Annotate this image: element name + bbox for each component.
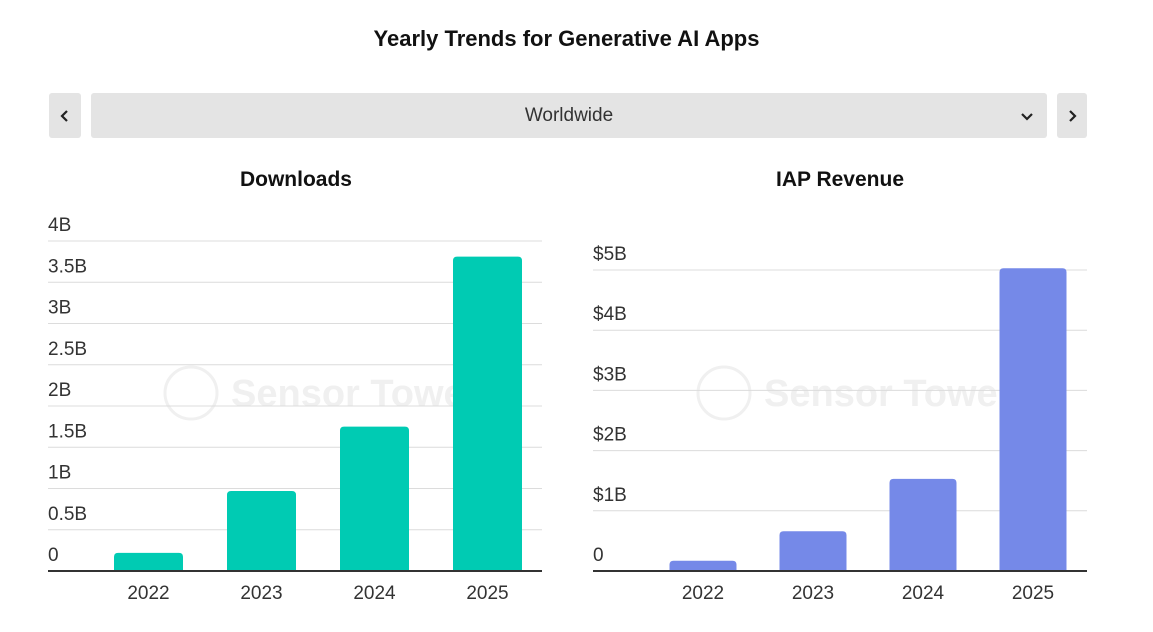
- bar-2025[interactable]: [999, 268, 1067, 571]
- sensor-tower-watermark: Sensor Tower: [696, 365, 1013, 421]
- bar-2023[interactable]: [779, 531, 847, 571]
- x-tick-label: 2025: [1012, 583, 1054, 604]
- watermark-logo-icon: [163, 365, 219, 421]
- y-tick-label: 0: [593, 545, 604, 566]
- y-tick-label: $5B: [593, 244, 627, 265]
- next-button[interactable]: [1057, 93, 1087, 138]
- x-tick-label: 2024: [353, 583, 396, 604]
- y-tick-label: 2B: [48, 380, 71, 401]
- y-tick-label: 4B: [48, 215, 71, 236]
- x-tick-label: 2023: [240, 583, 282, 604]
- y-tick-label: $3B: [593, 364, 627, 385]
- chevron-right-icon: [1069, 109, 1077, 122]
- y-tick-label: 0.5B: [48, 504, 87, 525]
- x-tick-label: 2023: [792, 583, 834, 604]
- bar-2023[interactable]: [227, 490, 296, 571]
- watermark-logo-icon: [696, 365, 752, 421]
- page-title: Yearly Trends for Generative AI Apps: [373, 26, 760, 51]
- x-tick-label: 2022: [682, 583, 724, 604]
- bar-2025[interactable]: [453, 256, 522, 571]
- y-tick-label: $2B: [593, 425, 627, 446]
- bar-2024[interactable]: [889, 478, 957, 571]
- watermark-text: Sensor Tower: [231, 373, 480, 415]
- x-tick-label: 2022: [127, 583, 169, 604]
- chevron-left-icon: [60, 109, 68, 122]
- downloads-chart-title: Downloads: [239, 168, 352, 191]
- y-tick-label: $4B: [593, 304, 627, 325]
- x-tick-label: 2024: [902, 583, 945, 604]
- y-tick-label: 2.5B: [48, 339, 87, 360]
- y-tick-label: 3B: [48, 298, 71, 319]
- x-tick-label: 2025: [466, 583, 508, 604]
- bar-2022[interactable]: [114, 552, 183, 571]
- y-tick-label: 0: [48, 545, 59, 566]
- bar-2022[interactable]: [669, 560, 737, 571]
- y-tick-label: 3.5B: [48, 256, 87, 277]
- region-select-value: Worldwide: [524, 104, 614, 126]
- region-select[interactable]: Worldwide: [91, 93, 1047, 138]
- y-tick-label: 1B: [48, 463, 71, 484]
- chevron-down-icon: [1021, 113, 1033, 121]
- sensor-tower-watermark: Sensor Tower: [163, 365, 480, 421]
- watermark-text: Sensor Tower: [764, 373, 1013, 415]
- prev-button[interactable]: [49, 93, 81, 138]
- bar-2024[interactable]: [340, 426, 409, 571]
- y-tick-label: 1.5B: [48, 421, 87, 442]
- revenue-chart-title: IAP Revenue: [776, 168, 904, 191]
- y-tick-label: $1B: [593, 485, 627, 506]
